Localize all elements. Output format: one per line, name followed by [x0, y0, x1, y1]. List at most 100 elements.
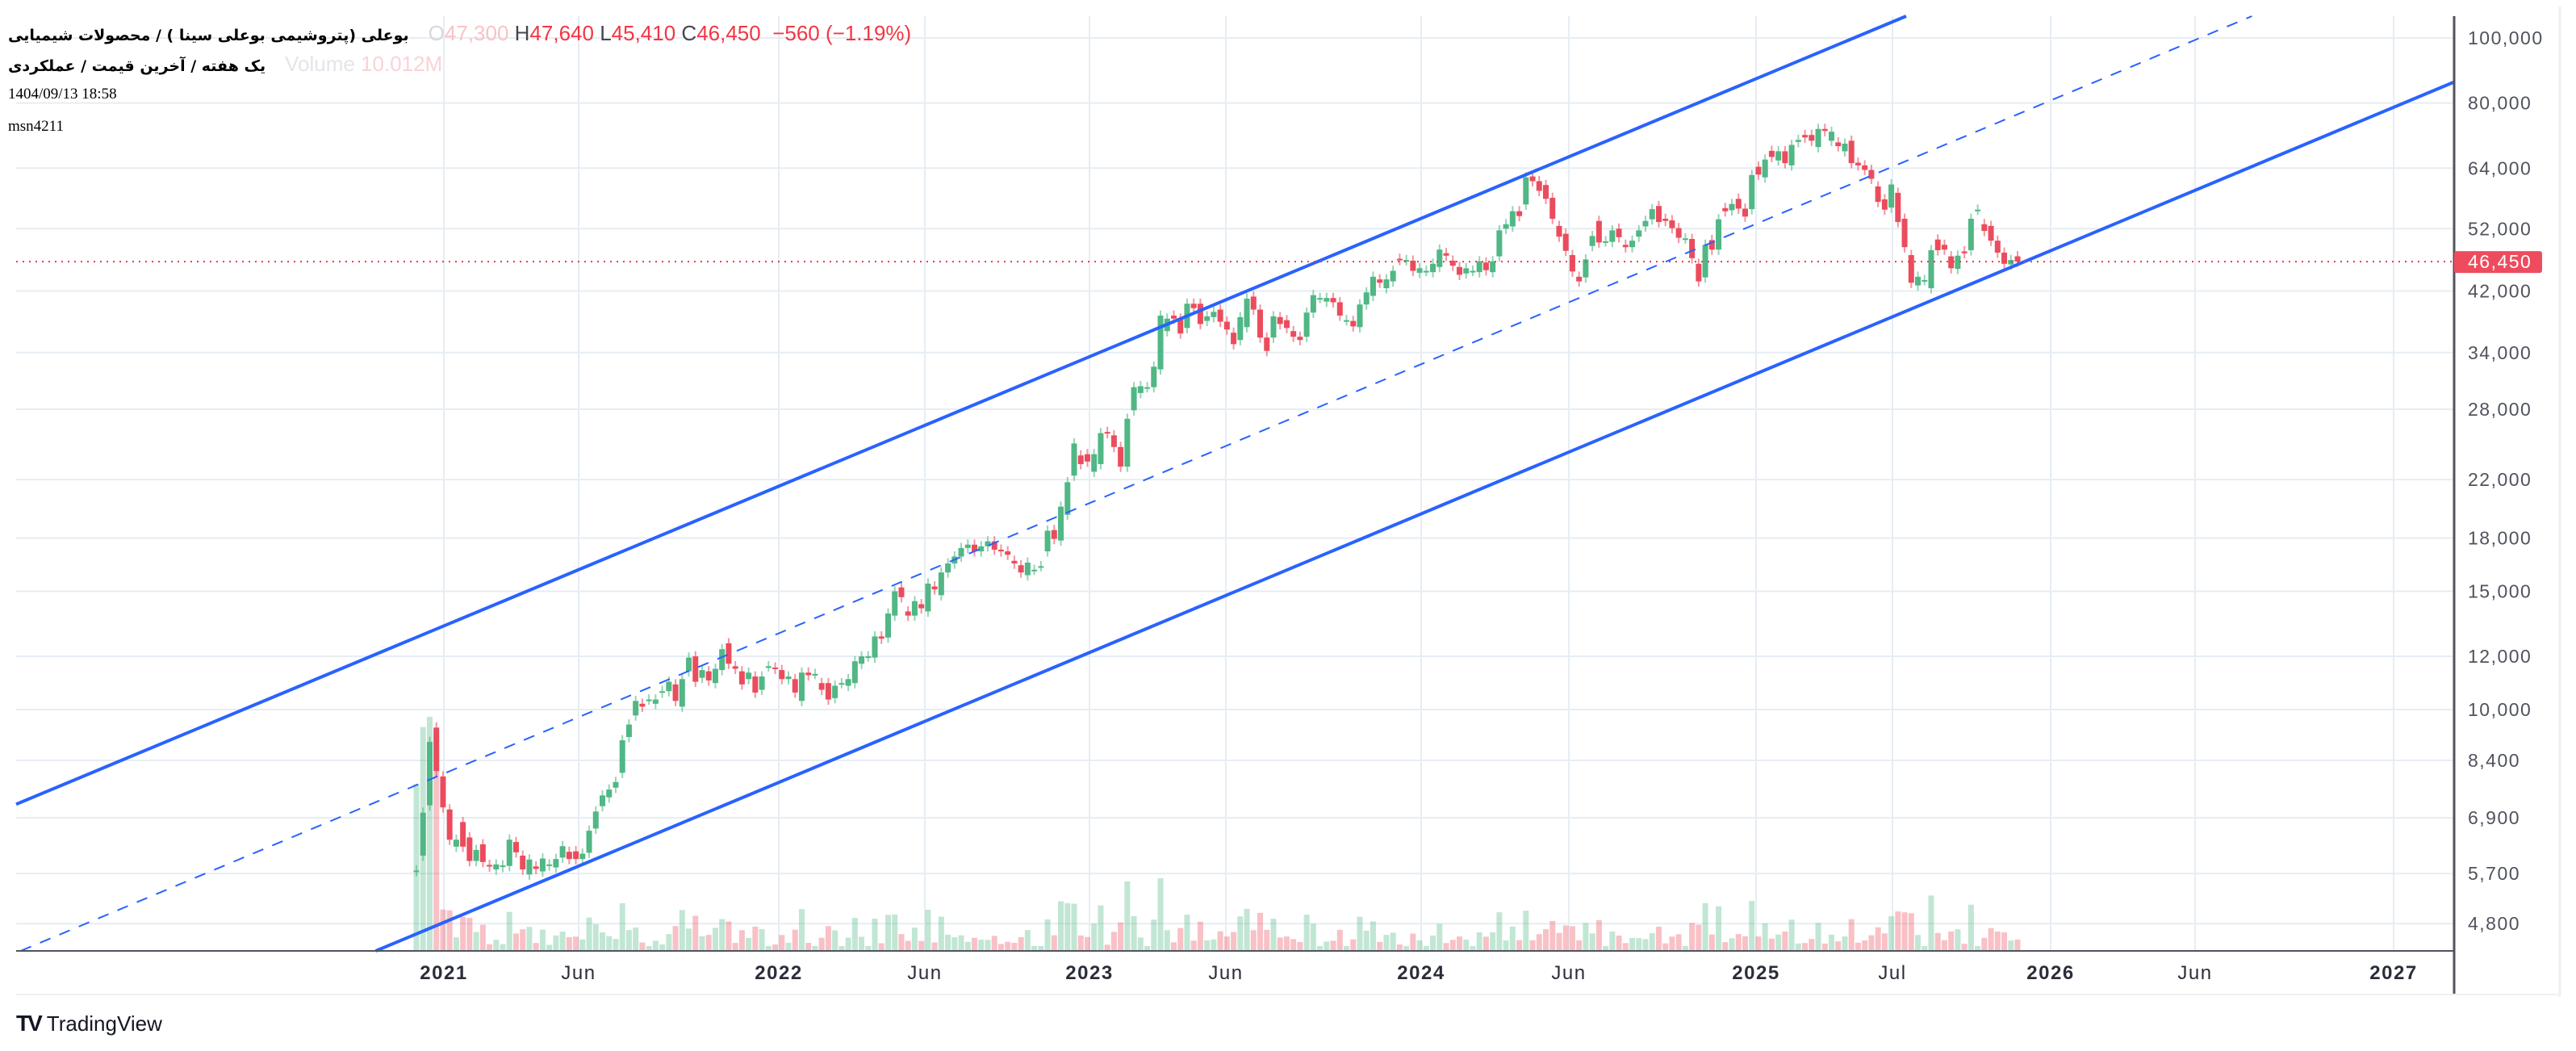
channel-lower-line[interactable]: [374, 81, 2454, 953]
candle-body: [1449, 260, 1456, 266]
candle: [473, 844, 479, 867]
tradingview-logo[interactable]: TV TradingView: [16, 1011, 162, 1036]
volume-bar: [752, 926, 759, 951]
candle-body: [586, 831, 592, 853]
volume-bar: [1310, 923, 1316, 951]
candle-body: [1908, 254, 1914, 283]
time-axis[interactable]: 2021 Jun 2022 Jun 2023 Jun 2024 Jun 2025 Jul 2026 J…: [420, 962, 2417, 984]
volume-bar: [911, 927, 918, 951]
channel-upper-line[interactable]: [15, 15, 1907, 806]
volume-bar: [1250, 930, 1257, 951]
candle: [1875, 181, 1881, 207]
candle-body: [1549, 198, 1556, 219]
volume-bar: [1729, 938, 1735, 951]
candle: [1317, 292, 1324, 304]
x-tick-label: Jul: [1878, 962, 1906, 984]
candle: [686, 652, 692, 677]
candle: [646, 694, 652, 706]
volume-bar: [586, 917, 592, 951]
parallel-channel[interactable]: [15, 15, 2454, 953]
volume-bar: [1961, 944, 1968, 951]
x-tick-label: 2027: [2369, 962, 2417, 984]
candle-body: [1782, 151, 1788, 164]
candle: [1211, 306, 1217, 323]
volume-bar: [592, 923, 599, 951]
candle: [1821, 124, 1828, 136]
volume-bar: [859, 936, 865, 951]
price-axis[interactable]: 100,000 80,000 64,000 52,000 42,000 34,000 28,…: [2468, 27, 2544, 934]
candle: [1981, 219, 1988, 237]
candle: [997, 544, 1004, 557]
candle: [779, 664, 785, 685]
candle-body: [1190, 304, 1197, 308]
candle-body: [1716, 219, 1722, 250]
candle: [672, 679, 679, 706]
candle-body: [1809, 135, 1815, 141]
candle-body: [1423, 270, 1429, 273]
y-tick-label: 100,000: [2468, 27, 2544, 48]
volume-bar: [892, 914, 898, 951]
candle: [825, 677, 831, 706]
volume-bar: [1084, 936, 1090, 951]
volume-bar: [958, 935, 964, 951]
candle: [1642, 216, 1649, 232]
candle-body: [1044, 530, 1051, 552]
candle-body: [1197, 304, 1203, 325]
volume-bar: [633, 927, 639, 951]
candle: [1330, 292, 1336, 308]
candle-body: [1071, 443, 1077, 476]
candle-body: [466, 837, 473, 861]
channel-middle-line[interactable]: [20, 15, 2252, 952]
candle-body: [1523, 177, 1529, 205]
candle-body: [964, 544, 971, 548]
candle: [1470, 266, 1476, 277]
volume-bar: [1098, 905, 1104, 951]
candle-body: [1848, 140, 1855, 164]
candle: [865, 651, 872, 662]
candle-body: [1842, 143, 1848, 152]
volume-bar: [1595, 919, 1602, 951]
candle-body: [1024, 562, 1031, 576]
candle-body: [606, 789, 613, 798]
volume-bar: [473, 932, 479, 951]
candle: [1283, 315, 1290, 333]
candle-body: [765, 666, 772, 668]
candle-body: [1729, 203, 1735, 211]
candle: [1802, 129, 1809, 143]
volume-bar: [579, 939, 586, 951]
candle-body: [652, 699, 659, 704]
candle: [1277, 312, 1283, 329]
volume-bar: [1835, 941, 1842, 951]
candle-body: [838, 683, 845, 685]
candle: [1204, 311, 1211, 327]
volume-bar: [466, 918, 473, 951]
candle-body: [1696, 263, 1702, 282]
candle: [1482, 257, 1489, 276]
candle-body: [732, 666, 738, 669]
candle-body: [818, 683, 825, 690]
volume-bar: [1975, 946, 1981, 951]
candle: [1231, 327, 1237, 350]
volume-bar: [1423, 946, 1429, 951]
candle: [460, 816, 466, 852]
volume-bar: [1768, 938, 1775, 951]
x-tick-label: 2024: [1397, 962, 1445, 984]
candle-body: [1443, 253, 1449, 256]
candle: [600, 789, 606, 812]
candle-body: [1110, 435, 1117, 447]
volume-bar: [1875, 927, 1881, 951]
candle: [1994, 235, 2001, 258]
volume-bar: [872, 919, 878, 951]
candle: [938, 567, 944, 601]
candle-body: [1396, 258, 1403, 261]
candle: [1257, 304, 1264, 343]
candle: [759, 671, 765, 696]
candle: [1250, 291, 1257, 316]
candle: [1955, 250, 1961, 274]
candle-body: [1131, 387, 1137, 411]
candle-body: [1875, 186, 1881, 203]
candle: [964, 539, 971, 554]
candle-body: [1595, 220, 1602, 243]
volume-bar: [1622, 943, 1629, 951]
